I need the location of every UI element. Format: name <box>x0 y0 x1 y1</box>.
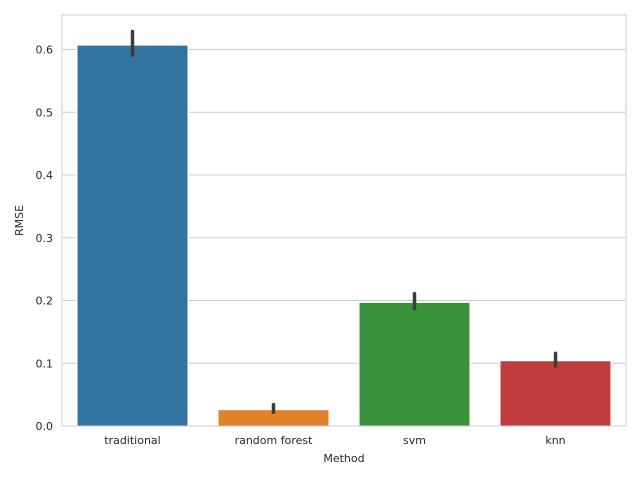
x-tick-label: svm <box>403 434 426 447</box>
bar-traditional <box>76 44 189 427</box>
x-tick-label: traditional <box>104 434 160 447</box>
x-tick-label: knn <box>545 434 565 447</box>
x-tick-labels: traditional random forest svm knn <box>104 434 565 447</box>
y-tick-label: 0.1 <box>36 357 54 370</box>
x-tick-label: random forest <box>235 434 314 447</box>
bars <box>76 44 612 427</box>
error-bars <box>130 29 558 414</box>
x-axis-label: Method <box>323 452 364 465</box>
y-tick-label: 0.2 <box>36 295 54 308</box>
y-tick-label: 0.6 <box>36 44 54 57</box>
bar-knn <box>499 360 612 427</box>
y-tick-label: 0.5 <box>36 106 54 119</box>
y-tick-label: 0.3 <box>36 232 54 245</box>
y-tick-labels: 0.0 0.1 0.2 0.3 0.4 0.5 0.6 <box>36 44 54 433</box>
plot-frame <box>61 14 627 427</box>
bar-svm <box>358 301 471 427</box>
y-tick-label: 0.4 <box>36 169 54 182</box>
y-axis-label: RMSE <box>13 205 26 236</box>
y-tick-label: 0.0 <box>36 420 54 433</box>
